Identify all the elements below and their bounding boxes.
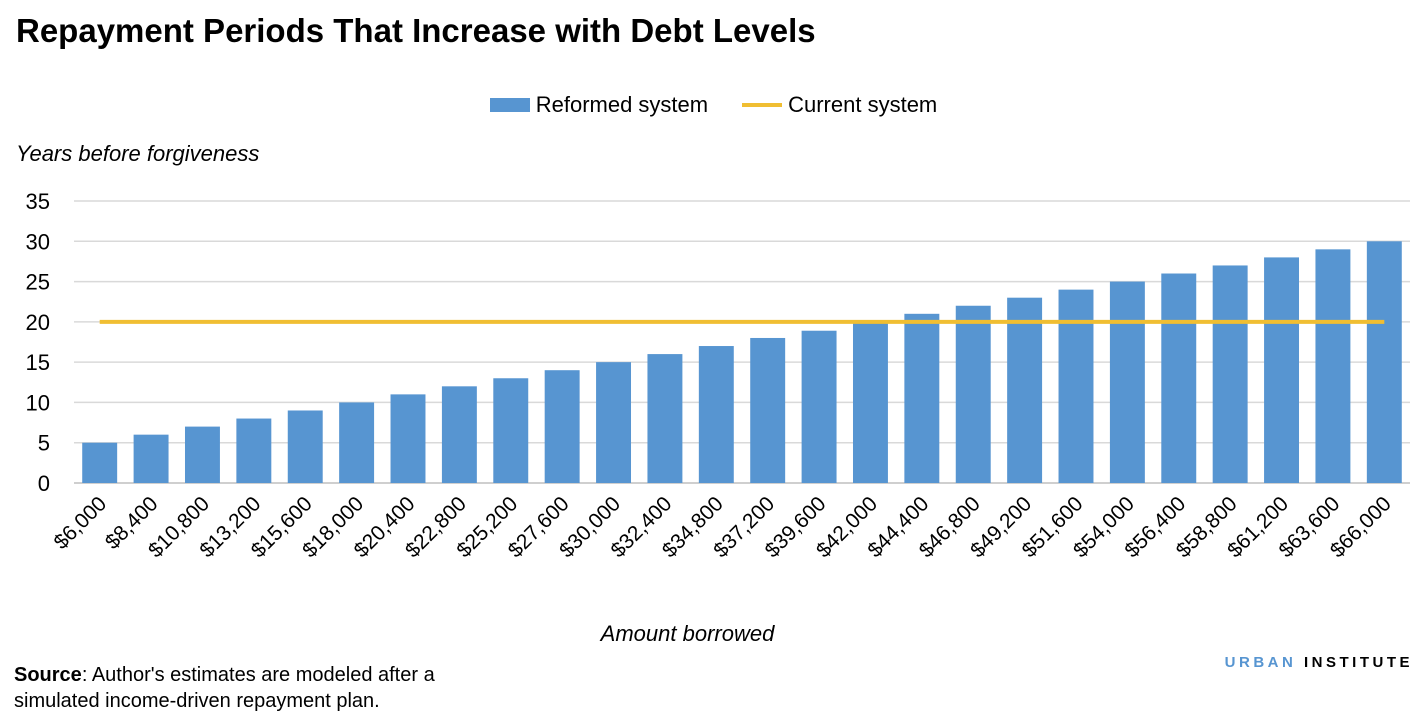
legend-label: Reformed system xyxy=(535,92,709,117)
logo-part-urban: URBAN xyxy=(1224,654,1297,671)
x-tick-label: $6,000 xyxy=(50,492,112,554)
y-tick-label: 0 xyxy=(38,471,50,496)
bar xyxy=(544,370,580,483)
bar xyxy=(493,378,529,483)
bar xyxy=(184,426,220,483)
bar xyxy=(1161,273,1197,483)
logo-part-institute: INSTITUTE xyxy=(1304,654,1413,671)
bar xyxy=(1366,241,1402,483)
y-tick-label: 25 xyxy=(26,270,50,295)
y-axis-label: Years before forgiveness xyxy=(16,141,260,166)
legend-label: Current system xyxy=(788,92,938,117)
legend: Reformed system Current system xyxy=(0,92,1427,118)
y-tick-label: 30 xyxy=(26,229,50,254)
bar xyxy=(82,442,118,483)
y-tick-label: 20 xyxy=(26,310,50,335)
bar xyxy=(390,394,426,483)
bar xyxy=(596,362,632,483)
source-text-2: simulated income-driven repayment plan. xyxy=(14,690,380,712)
legend-swatch-line xyxy=(742,103,783,107)
urban-institute-logo: URBAN INSTITUTE xyxy=(1225,654,1413,671)
bar xyxy=(339,402,375,483)
chart-title: Repayment Periods That Increase with Deb… xyxy=(16,12,816,49)
y-tick-label: 10 xyxy=(26,390,50,415)
bar xyxy=(955,305,991,483)
source-note: Source: Author's estimates are modeled a… xyxy=(14,662,435,714)
bar xyxy=(1058,289,1094,483)
y-tick-label: 35 xyxy=(26,189,50,214)
bar xyxy=(852,321,888,483)
source-text: : Author's estimates are modeled after a xyxy=(81,664,435,686)
bar xyxy=(441,386,477,483)
bar xyxy=(1315,249,1351,483)
bar xyxy=(904,313,940,483)
bar xyxy=(801,330,837,483)
bar xyxy=(287,410,323,483)
legend-swatch-bar xyxy=(489,98,530,112)
x-axis-label: Amount borrowed xyxy=(600,621,775,646)
bar xyxy=(133,434,169,483)
bar xyxy=(698,346,734,483)
bar xyxy=(1007,297,1043,483)
bar xyxy=(750,337,786,483)
y-tick-label: 15 xyxy=(26,350,50,375)
bar xyxy=(1264,257,1300,483)
bar xyxy=(647,354,683,483)
bar xyxy=(1109,281,1145,483)
bar xyxy=(1212,265,1248,483)
legend-item-reformed: Reformed system xyxy=(489,92,709,118)
bar xyxy=(236,418,272,483)
source-label: Source xyxy=(14,664,82,686)
y-tick-label: 5 xyxy=(38,431,50,456)
legend-item-current: Current system xyxy=(742,92,937,118)
